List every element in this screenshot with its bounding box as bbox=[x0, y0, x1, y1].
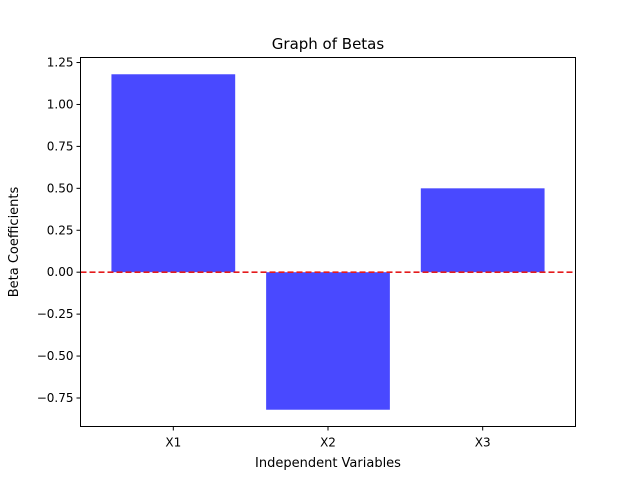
x-tick-label: X1 bbox=[165, 436, 181, 450]
y-tick-label: 1.25 bbox=[47, 56, 74, 70]
bars-group bbox=[111, 74, 545, 410]
bar-x1 bbox=[111, 74, 236, 273]
x-axis-label: Independent Variables bbox=[255, 456, 401, 471]
y-tick-label: 0.50 bbox=[47, 181, 74, 195]
y-ticks-group: −0.75 −0.50 −0.25 0.00 0.25 0.50 0.75 1.00 1.25 bbox=[37, 56, 81, 405]
y-tick-label: 0.00 bbox=[47, 265, 74, 279]
x-tick-label: X2 bbox=[320, 436, 336, 450]
bar-x3 bbox=[420, 188, 545, 273]
x-tick-label: X3 bbox=[475, 436, 491, 450]
y-tick-label: 1.00 bbox=[47, 97, 74, 111]
bar-x2 bbox=[266, 272, 390, 410]
y-tick-label: −0.50 bbox=[37, 349, 74, 363]
plot-frame bbox=[80, 57, 576, 427]
y-tick-label: −0.25 bbox=[37, 307, 74, 321]
y-tick-label: 0.25 bbox=[47, 223, 74, 237]
chart-title: Graph of Betas bbox=[272, 35, 385, 53]
y-tick-label: 0.75 bbox=[47, 139, 74, 153]
y-tick-label: −0.75 bbox=[37, 391, 74, 405]
y-axis-label: Beta Coefficients bbox=[7, 186, 22, 297]
x-ticks-group: X1 X2 X3 bbox=[165, 426, 491, 450]
